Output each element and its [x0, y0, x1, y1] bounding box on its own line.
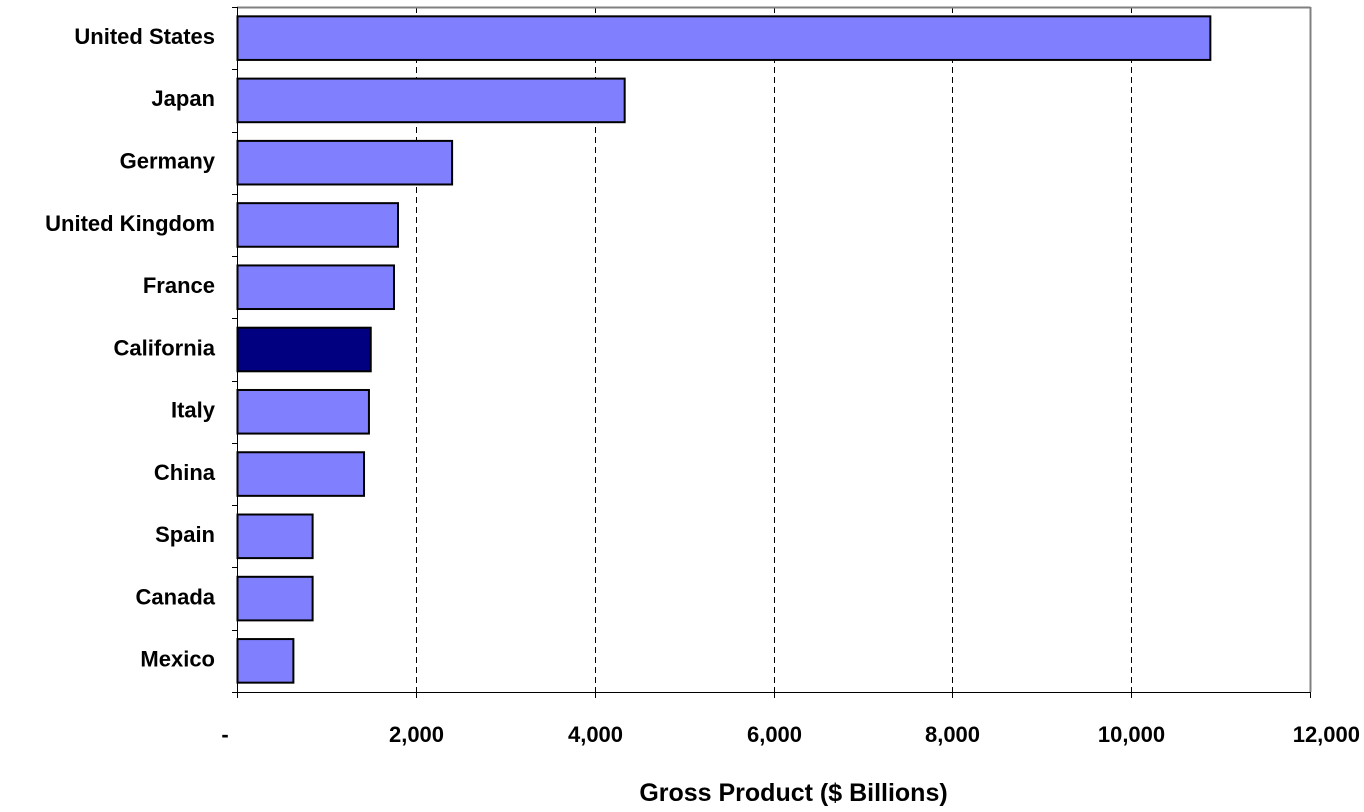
x-tick-label: 8,000 [925, 722, 980, 747]
category-label: United States [74, 24, 215, 49]
x-axis-title: Gross Product ($ Billions) [639, 779, 947, 807]
category-label: France [143, 273, 215, 298]
bar-italy [236, 388, 370, 435]
x-tick-label: 2,000 [389, 722, 444, 747]
labels: United States Japan Germany United Kingdom F… [45, 24, 1360, 747]
x-tick-label: 6,000 [747, 722, 802, 747]
bar-spain [236, 513, 314, 560]
bar-united-kingdom [236, 202, 400, 248]
bar-france [236, 264, 395, 311]
bar-china [236, 451, 366, 497]
category-label: United Kingdom [45, 211, 215, 236]
x-tick-label: - [221, 722, 228, 747]
bar-japan [236, 77, 626, 124]
bar-germany [236, 139, 454, 186]
x-tick-label: 4,000 [568, 722, 623, 747]
category-label: Spain [155, 522, 215, 547]
category-label: California [114, 335, 216, 360]
x-tick-label: 10,000 [1098, 722, 1165, 747]
axes [232, 6, 1312, 698]
bar-united-states [236, 15, 1212, 61]
category-label: Germany [120, 148, 216, 173]
category-label: Italy [171, 398, 216, 423]
category-label: China [154, 460, 216, 485]
bar-california [236, 326, 372, 373]
bars [236, 15, 1212, 684]
category-label: Canada [136, 584, 216, 609]
bar-mexico [236, 638, 295, 684]
category-label: Japan [151, 86, 215, 111]
x-tick-label: 12,000 [1293, 722, 1360, 747]
bar-canada [236, 575, 314, 622]
category-label: Mexico [140, 647, 215, 672]
